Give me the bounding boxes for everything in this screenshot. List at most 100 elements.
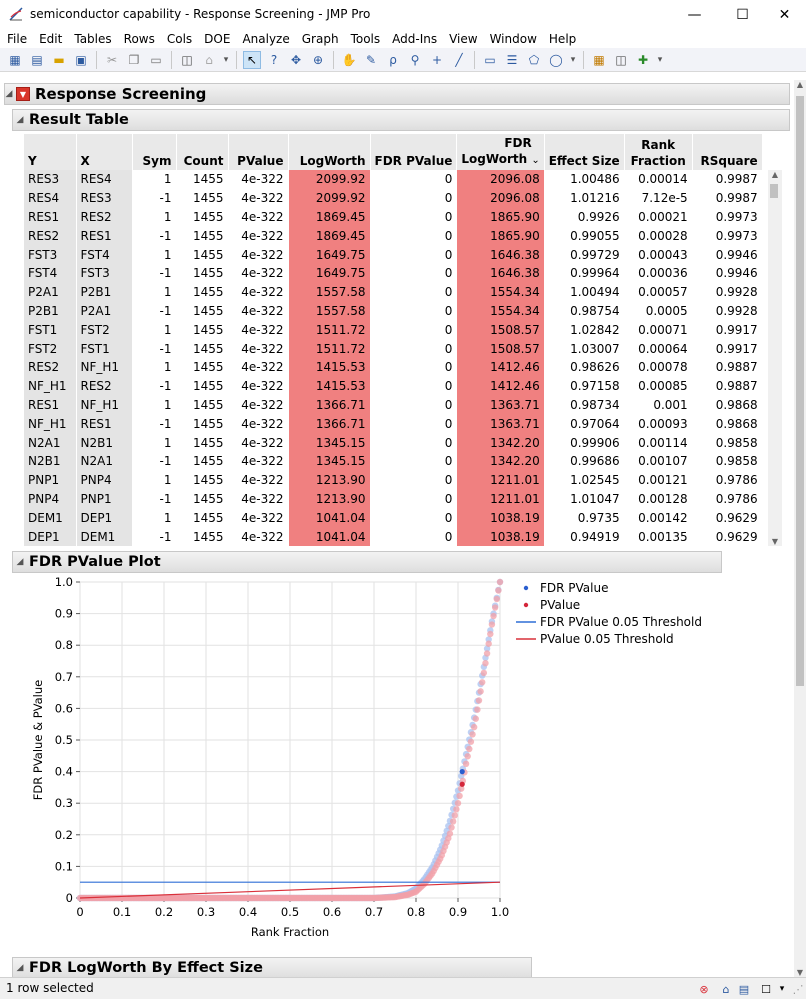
red-triangle-menu-icon[interactable]: ▼: [16, 87, 30, 101]
simple-shape-icon[interactable]: ☰: [506, 52, 518, 67]
column-header-fdr-logworth[interactable]: FDR LogWorth ⌄: [456, 134, 545, 170]
result-table-header[interactable]: ◢ Result Table: [12, 109, 790, 131]
copy-icon[interactable]: ❐: [128, 52, 140, 67]
table-row[interactable]: FST2 FST1 -1 1455 4e-322 1511.72 0 1508.57 1.030…: [24, 339, 763, 358]
table-row[interactable]: PNP1 PNP4 1 1455 4e-322 1213.90 0 1211.01 1.0254…: [24, 470, 763, 490]
menu-file[interactable]: File: [7, 32, 28, 46]
lock-icon[interactable]: ⌂: [205, 52, 213, 67]
table-row[interactable]: DEP1 DEM1 -1 1455 4e-322 1041.04 0 1038.19 0.949…: [24, 527, 763, 546]
table-row[interactable]: RES1 RES2 1 1455 4e-322 1869.45 0 1865.90 0.9926…: [24, 207, 763, 227]
table-scrollbar-thumb[interactable]: [770, 184, 778, 198]
chevron-down-icon[interactable]: ▾: [223, 54, 229, 65]
lasso-icon[interactable]: ρ: [389, 52, 397, 67]
presentation-icon[interactable]: ◫: [615, 52, 627, 67]
menu-help[interactable]: Help: [548, 32, 577, 46]
brush-icon[interactable]: ✎: [365, 52, 377, 67]
data-grid-icon[interactable]: ▦: [593, 52, 605, 67]
disclosure-icon[interactable]: ◢: [16, 115, 24, 125]
table-row[interactable]: FST4 FST3 -1 1455 4e-322 1649.75 0 1646.38 0.999…: [24, 263, 763, 283]
data-point[interactable]: [453, 806, 460, 813]
plus-icon[interactable]: +: [431, 52, 443, 67]
table-row[interactable]: RES3 RES4 1 1455 4e-322 2099.92 0 2096.08 1.0048…: [24, 170, 763, 189]
scroll-down-icon[interactable]: ▼: [771, 537, 779, 546]
table-scrollbar[interactable]: ▲ ▼: [768, 170, 782, 546]
data-point[interactable]: [483, 650, 491, 657]
menu-window[interactable]: Window: [489, 32, 537, 46]
data-point[interactable]: [470, 723, 478, 731]
column-header-y[interactable]: Y: [24, 134, 77, 170]
column-header-pvalue[interactable]: PValue: [228, 134, 289, 170]
scroll-up-icon[interactable]: ▲: [771, 170, 779, 179]
table-row[interactable]: RES1 NF_H1 1 1455 4e-322 1366.71 0 1363.71 0.987…: [24, 395, 763, 415]
data-point[interactable]: [483, 645, 491, 652]
crosshair-icon[interactable]: ⊕: [312, 52, 324, 67]
table-row[interactable]: RES2 RES1 -1 1455 4e-322 1869.45 0 1865.90 0.990…: [24, 226, 763, 246]
ellipse-icon[interactable]: ◯: [549, 52, 563, 67]
column-header-fdr-pvalue[interactable]: FDR PValue: [370, 134, 458, 170]
chevron-down-icon[interactable]: ▾: [657, 54, 663, 65]
table-row[interactable]: RES2 NF_H1 1 1455 4e-322 1415.53 0 1412.46 0.986…: [24, 357, 763, 377]
close-button[interactable]: ✕: [778, 7, 791, 23]
resize-grip-icon[interactable]: ⋰: [792, 982, 804, 996]
home-icon[interactable]: ⌂: [722, 982, 730, 996]
scroll-down-icon[interactable]: ▼: [796, 968, 804, 977]
data-point[interactable]: [464, 753, 471, 760]
column-header-x[interactable]: X: [76, 134, 133, 170]
table-row[interactable]: FST3 FST4 1 1455 4e-322 1649.75 0 1646.38 0.9972…: [24, 245, 763, 264]
data-point[interactable]: [495, 587, 502, 594]
table-row[interactable]: PNP4 PNP1 -1 1455 4e-322 1213.90 0 1211.01 1.010…: [24, 489, 763, 509]
menu-tools[interactable]: Tools: [350, 32, 381, 46]
data-point[interactable]: [496, 578, 504, 586]
journal-icon[interactable]: ◫: [181, 52, 193, 67]
column-header-effect-size[interactable]: Effect Size: [544, 134, 625, 170]
table-row[interactable]: N2B1 N2A1 -1 1455 4e-322 1345.15 0 1342.20 0.996…: [24, 451, 763, 471]
data-point[interactable]: [493, 595, 500, 603]
data-point[interactable]: [487, 630, 494, 638]
minimize-button[interactable]: —: [687, 7, 702, 23]
data-point[interactable]: [475, 697, 483, 704]
polygon-icon[interactable]: ⬠: [528, 52, 540, 67]
menu-doe[interactable]: DOE: [204, 32, 231, 46]
paste-icon[interactable]: ▭: [150, 52, 162, 67]
data-point[interactable]: [456, 792, 463, 800]
data-point[interactable]: [480, 669, 488, 677]
fdr-pvalue-plot[interactable]: 00.10.20.30.40.50.60.70.80.91.0 0 0.1 0.2 0…: [28, 570, 708, 945]
table-row[interactable]: FST1 FST2 1 1455 4e-322 1511.72 0 1508.57 1.0284…: [24, 320, 763, 340]
open-icon[interactable]: ▬: [53, 52, 65, 67]
data-point[interactable]: [477, 688, 484, 695]
window-scrollbar[interactable]: ▲ ▼: [794, 80, 806, 977]
scroller-icon[interactable]: ✥: [290, 52, 302, 67]
data-point[interactable]: [446, 830, 454, 837]
data-point[interactable]: [469, 731, 476, 738]
table-row[interactable]: P2B1 P2A1 -1 1455 4e-322 1557.58 0 1554.34 0.987…: [24, 301, 763, 321]
window-scrollbar-thumb[interactable]: [796, 96, 804, 686]
table-row[interactable]: DEM1 DEP1 1 1455 4e-322 1041.04 0 1038.19 0.9735…: [24, 508, 763, 528]
data-point[interactable]: [458, 785, 465, 792]
error-icon[interactable]: ⊗: [699, 982, 709, 996]
checkbox-icon[interactable]: ☐: [761, 982, 771, 996]
response-screening-header[interactable]: ◢ ▼ Response Screening: [4, 83, 790, 105]
table-row[interactable]: N2A1 N2B1 1 1455 4e-322 1345.15 0 1342.20 0.9990…: [24, 433, 763, 452]
data-point[interactable]: [454, 800, 462, 807]
disclosure-icon[interactable]: ◢: [16, 963, 24, 973]
data-point[interactable]: [466, 745, 473, 753]
arrow-icon[interactable]: ↖: [243, 50, 261, 69]
maximize-button[interactable]: ☐: [736, 7, 749, 23]
table-row[interactable]: NF_H1 RES1 -1 1455 4e-322 1366.71 0 1363.71 0.97…: [24, 414, 763, 434]
save-icon[interactable]: ▣: [75, 52, 87, 67]
menu-analyze[interactable]: Analyze: [242, 32, 290, 46]
cut-icon[interactable]: ✂: [106, 52, 118, 67]
data-point[interactable]: [479, 679, 486, 686]
data-point[interactable]: [491, 604, 499, 611]
data-point[interactable]: [449, 818, 457, 825]
disclosure-icon[interactable]: ◢: [16, 557, 24, 567]
annotate-icon[interactable]: ▭: [484, 52, 496, 67]
menu-tables[interactable]: Tables: [74, 32, 112, 46]
chevron-down-icon[interactable]: ▾: [779, 984, 785, 994]
new-script-icon[interactable]: ▤: [31, 52, 43, 67]
data-point[interactable]: [482, 659, 489, 667]
table-row[interactable]: NF_H1 RES2 -1 1455 4e-322 1415.53 0 1412.46 0.97…: [24, 376, 763, 396]
menu-edit[interactable]: Edit: [39, 32, 63, 46]
data-point[interactable]: [451, 812, 458, 819]
line-icon[interactable]: ╱: [455, 52, 463, 67]
